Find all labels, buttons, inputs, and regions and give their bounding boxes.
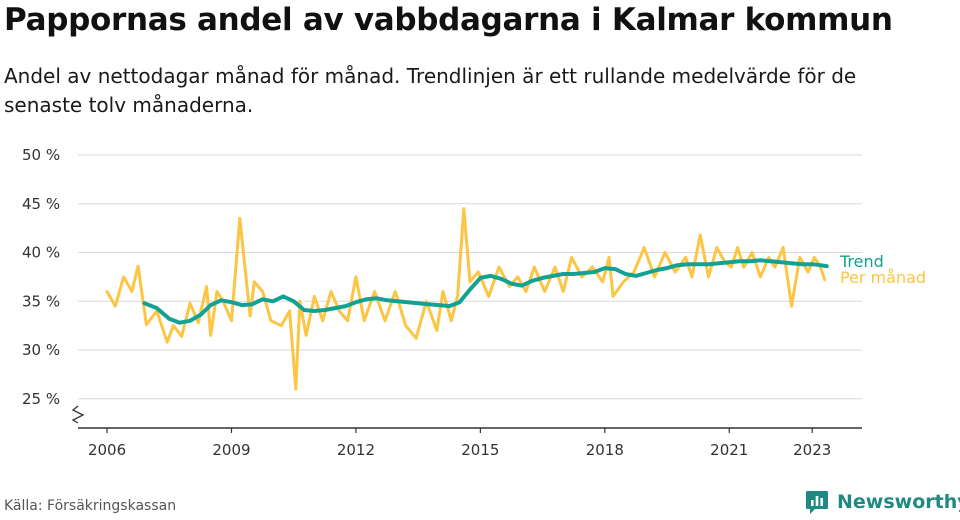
x-tick-label: 2006 [88,441,126,459]
series-label-trend: Trend [839,252,884,271]
monthly-line [105,207,827,391]
y-tick-label: 40 % [22,244,60,262]
y-tick-label: 50 % [22,146,60,164]
x-tick-label: 2009 [212,441,250,459]
series-label-monthly: Per månad [840,268,926,287]
trend-line [142,258,829,325]
chart-area: 25 % 30 % 35 % 40 % 45 % 50 % 2006 2009 2012 201… [22,146,926,459]
series [105,207,829,391]
source-note: Källa: Försäkringskassan [4,498,177,514]
newsworthy-logo-icon [806,491,828,514]
x-tick-label: 2023 [793,441,831,459]
chart-subtitle: Andel av nettodagar månad för månad. Tre… [4,64,857,117]
x-tick-label: 2021 [710,441,748,459]
x-tick-label: 2015 [461,441,499,459]
x-axis: 2006 2009 2012 2015 2018 2021 2023 [78,427,862,459]
x-tick-label: 2018 [586,441,624,459]
y-axis: 25 % 30 % 35 % 40 % 45 % 50 % [22,146,85,424]
brand-logo: Newsworthy [804,489,960,515]
y-tick-label: 45 % [22,195,60,213]
y-tick-label: 30 % [22,341,60,359]
y-tick-label: 25 % [22,390,60,408]
chart-title: Pappornas andel av vabbdagarna i Kalmar … [4,2,893,38]
x-tick-label: 2012 [337,441,375,459]
y-tick-label: 35 % [22,292,60,310]
brand-name: Newsworthy [837,491,960,513]
axis-break-icon [71,405,85,424]
